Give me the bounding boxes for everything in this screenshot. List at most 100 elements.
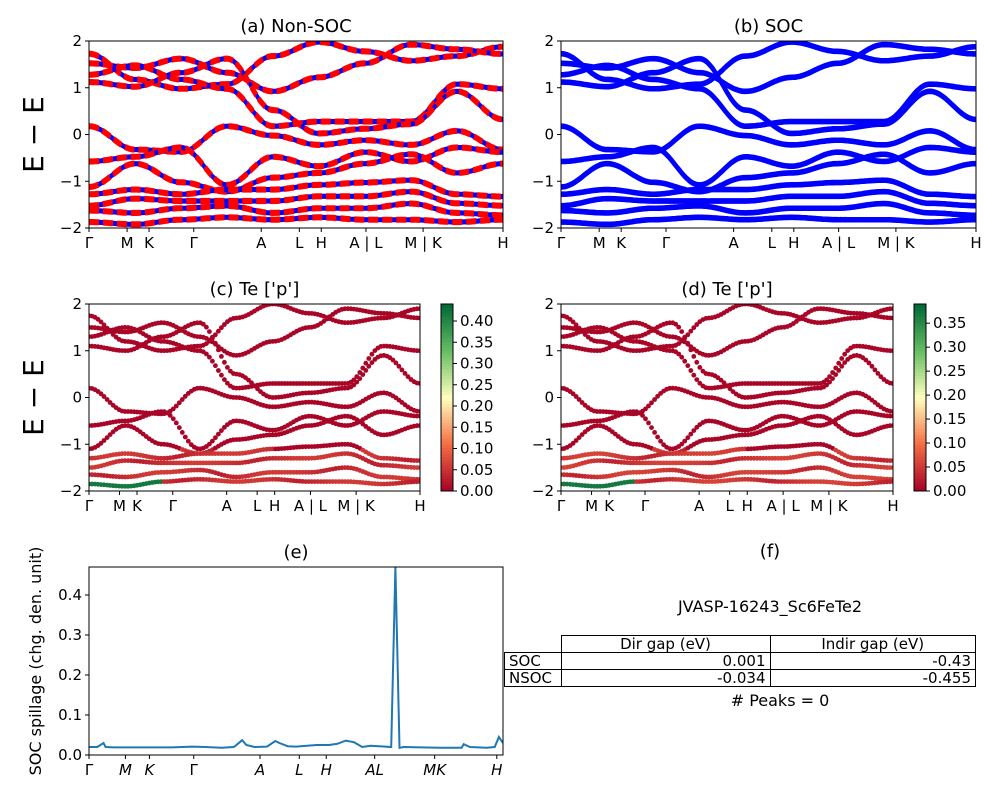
colorbar-segment [914,438,926,442]
band-point [417,315,420,321]
colorbar-segment [441,391,453,395]
colorbar-segment [441,459,453,464]
band-point [98,319,104,325]
colorbar-segment [441,434,453,439]
colorbar-segment [914,391,926,395]
colorbar-segment [441,462,453,467]
y-tick-label: 0.0 [58,746,82,764]
colorbar-tick-label: 0.10 [460,440,493,458]
colorbar-tick-label: 0.00 [460,482,493,500]
band-point [836,360,842,366]
y-axis-label: E − E [17,96,50,173]
panel-title: (e) [283,542,308,563]
band-line [561,202,976,219]
band-point [216,431,221,437]
colorbar-segment [914,385,926,389]
band-point [185,438,191,444]
colorbar-segment [441,388,453,392]
band-point [204,351,209,357]
x-tick-label: Γ [169,497,178,515]
colorbar-segment [914,428,926,433]
x-tick-label: A [222,497,233,515]
colorbar-segment [441,481,453,486]
band-point [890,306,893,312]
colorbar-segment [914,472,926,476]
colorbar-segment [441,332,453,336]
band-point [573,322,579,328]
band-point [890,409,893,414]
band-point [890,381,893,386]
colorbar-tick-label: 0.35 [933,314,966,332]
colorbar-segment [914,403,926,408]
colorbar-segment [441,316,453,321]
band-point [366,363,372,369]
band-point [417,381,420,386]
x-tick-label: A | L [822,234,856,252]
band-point [872,367,878,373]
band-point [697,380,703,386]
colorbar-segment [914,422,926,427]
band-point [676,324,682,330]
band-point [366,356,372,361]
colorbar-tick-label: 0.00 [933,482,966,500]
band-line [561,146,976,188]
band-point [101,438,107,443]
band-point [107,432,113,437]
band-point [679,441,685,447]
y-tick-label: 0.1 [58,706,82,724]
colorbar-segment [441,341,453,346]
band-line [89,41,503,93]
band-point [417,423,420,428]
x-tick-label: Γ [190,761,199,779]
band-line [89,201,503,216]
colorbar-segment [441,319,453,324]
colorbar-segment [914,316,926,321]
colorbar-tick-label: 0.35 [460,333,493,351]
band-point [890,315,893,321]
x-tick-label: H [887,497,898,515]
y-tick-label: −1 [60,435,82,453]
colorbar-segment [914,332,926,336]
colorbar-segment [914,378,926,383]
band-line [561,188,976,207]
band-point [104,435,110,440]
band-point [357,376,363,381]
band-line [561,200,976,216]
band-point [691,372,697,378]
y-tick-label: 1 [544,342,554,360]
band-point [363,368,369,373]
colorbar-segment [441,441,453,445]
band-point [688,431,694,437]
x-tick-label: H [497,234,508,252]
colorbar-segment [441,400,453,405]
band-point [866,360,872,366]
band-point [417,458,420,463]
band-point [222,322,227,327]
band-point [570,319,576,325]
colorbar-segment [441,369,453,374]
band-point [691,325,697,331]
y-tick-label: 0 [544,389,554,407]
band-point [200,321,206,327]
x-tick-label: H [788,234,799,252]
colorbar-tick-label: 0.30 [460,355,493,373]
colorbar-segment [441,310,453,314]
table-cell-indir-gap: -0.43 [769,652,976,670]
projected-bands [89,304,420,489]
colorbar-tick-label: 0.25 [460,376,493,394]
y-tick-label: −1 [532,435,554,453]
colorbar-segment [914,475,926,480]
band-point [697,365,703,370]
band-point [688,368,694,373]
band-point [649,400,654,406]
colorbar-segment [914,450,926,455]
colorbar-segment [914,434,926,439]
band-point [890,479,893,484]
y-tick-label: 0 [72,126,82,144]
band-point [869,363,875,369]
x-tick-label: L [768,234,777,252]
band-point [402,371,408,376]
band-point [219,325,224,331]
